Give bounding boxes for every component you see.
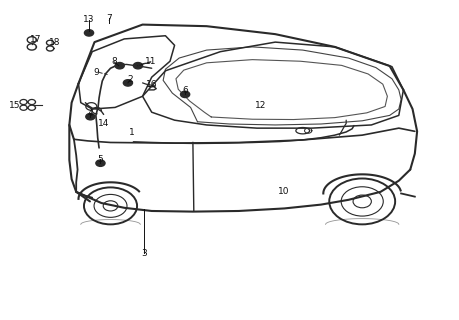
Text: 10: 10 [278, 188, 289, 196]
Circle shape [96, 160, 105, 166]
Circle shape [134, 62, 143, 69]
Text: 18: 18 [49, 38, 61, 47]
Text: 2: 2 [128, 75, 133, 84]
Text: 14: 14 [98, 119, 110, 129]
Text: 9: 9 [93, 68, 99, 77]
Circle shape [86, 114, 95, 120]
Circle shape [123, 80, 133, 86]
Text: 5: 5 [98, 155, 103, 164]
Text: 3: 3 [141, 249, 147, 258]
Text: 17: 17 [30, 35, 42, 44]
Text: 8: 8 [111, 57, 117, 66]
Text: 16: 16 [146, 80, 157, 89]
Text: 13: 13 [83, 15, 95, 24]
Circle shape [84, 30, 94, 36]
Text: 7: 7 [106, 14, 112, 23]
Text: 15: 15 [9, 101, 21, 110]
Circle shape [180, 91, 190, 98]
Text: 11: 11 [145, 57, 157, 66]
Circle shape [115, 62, 124, 69]
Text: 1: 1 [129, 128, 135, 137]
Text: 12: 12 [255, 101, 266, 110]
Text: 6: 6 [182, 86, 188, 95]
Text: 4: 4 [88, 109, 93, 118]
